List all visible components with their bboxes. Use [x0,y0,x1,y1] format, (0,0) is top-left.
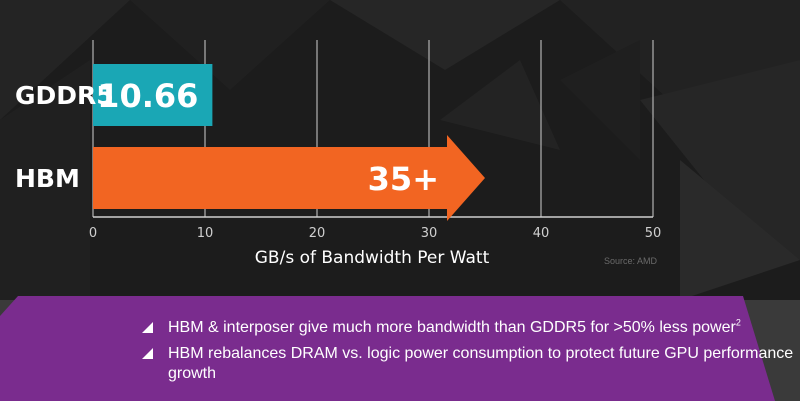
bullet-text: HBM & interposer give much more bandwidt… [168,319,736,336]
footnote-marker: 2 [735,317,741,328]
x-axis-title: GB/s of Bandwidth Per Watt [255,248,490,268]
bullet-text: HBM rebalances DRAM vs. logic power cons… [168,345,794,382]
x-tick-label: 50 [645,226,662,241]
data-label: 10.66 [97,77,198,115]
bullet-list: HBM & interposer give much more bandwidt… [136,318,796,390]
bullet-item: HBM & interposer give much more bandwidt… [136,318,796,338]
data-label: 35+ [368,160,439,198]
bullet-band [0,296,775,401]
triangle-bullet-icon [142,348,153,359]
triangle-bullet-icon [142,322,153,333]
bars [93,64,485,221]
source-note: Source: AMD [604,256,658,266]
category-label: HBM [15,164,80,193]
x-tick-label: 10 [197,226,214,241]
bar-gddr5 [93,64,213,126]
x-tick-label: 20 [309,226,326,241]
x-tick-label: 0 [89,226,97,241]
bullet-item: HBM rebalances DRAM vs. logic power cons… [136,344,796,384]
category-label: GDDR5 [15,81,114,110]
x-tick-label: 40 [533,226,550,241]
bar-hbm-arrow [93,135,485,221]
x-tick-label: 30 [421,226,438,241]
